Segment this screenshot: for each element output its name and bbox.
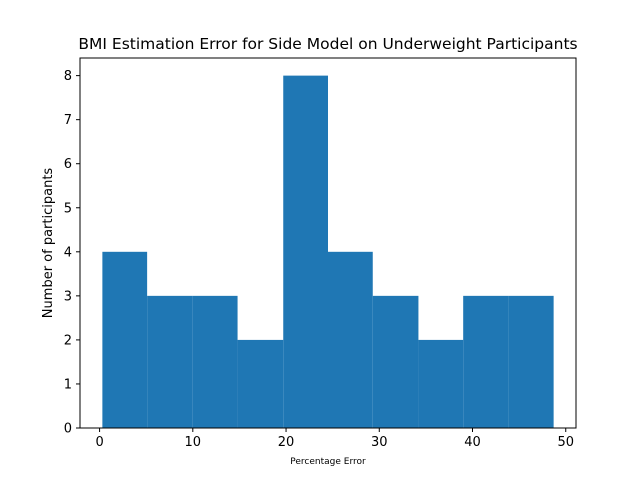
chart-title: BMI Estimation Error for Side Model on U… (78, 35, 577, 53)
y-tick-label-5: 5 (64, 201, 72, 216)
y-tick-label-6: 6 (64, 157, 72, 172)
x-tick-label-1: 10 (185, 435, 202, 450)
bar-3 (237, 339, 284, 428)
bar-6 (372, 295, 419, 428)
y-tick-label-7: 7 (64, 113, 72, 128)
y-axis: 0 1 2 3 4 5 6 7 8 (64, 69, 80, 437)
y-tick-label-3: 3 (64, 289, 72, 304)
bar-2 (192, 295, 238, 428)
y-tick-label-1: 1 (64, 377, 72, 392)
x-tick-label-4: 40 (464, 435, 481, 450)
x-tick-label-0: 0 (95, 435, 103, 450)
bars-group (102, 75, 554, 428)
plot-frame (79, 57, 577, 429)
x-axis: 0 10 20 30 40 50 (95, 428, 574, 450)
y-tick-label-8: 8 (64, 69, 72, 84)
y-tick-label-4: 4 (64, 245, 72, 260)
y-tick-label-0: 0 (64, 422, 72, 437)
x-tick-label-3: 30 (371, 435, 388, 450)
x-tick-label-5: 50 (557, 435, 574, 450)
bar-1 (147, 295, 193, 428)
y-tick-label-2: 2 (64, 333, 72, 348)
bar-4 (283, 75, 328, 428)
bar-8 (463, 295, 509, 428)
bar-9 (508, 295, 554, 428)
x-axis-label: Percentage Error (290, 457, 366, 467)
bar-7 (418, 339, 464, 428)
y-axis-label: Number of participants (41, 168, 56, 319)
x-tick-label-2: 20 (278, 435, 295, 450)
bar-5 (328, 251, 373, 428)
bar-0 (102, 251, 148, 428)
